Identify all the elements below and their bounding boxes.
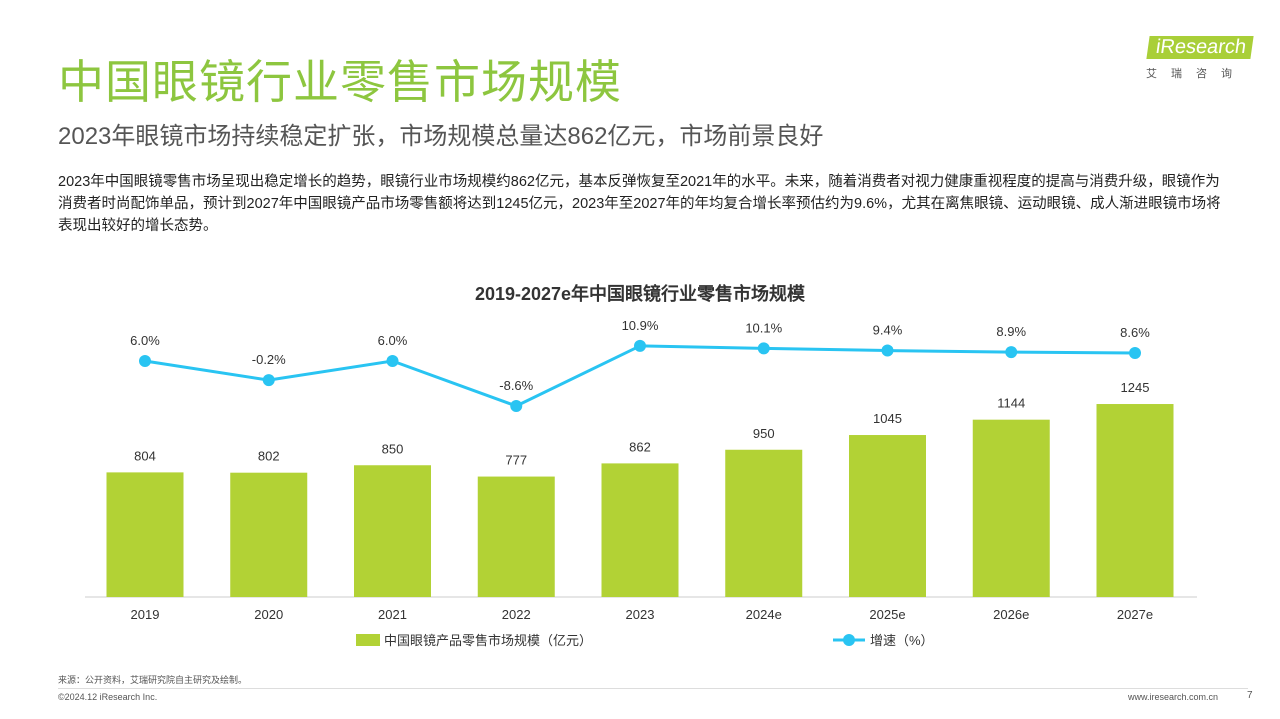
bar xyxy=(106,472,184,597)
chart-title: 2019-2027e年中国眼镜行业零售市场规模 xyxy=(474,284,806,304)
body-text: 2023年中国眼镜零售市场呈现出稳定增长的趋势，眼镜行业市场规模约862亿元，基… xyxy=(58,174,1221,234)
growth-label: 10.9% xyxy=(622,318,659,333)
x-tick-label: 2027e xyxy=(1117,607,1153,622)
growth-point xyxy=(386,355,399,368)
bar xyxy=(354,465,431,597)
bar-label: 950 xyxy=(753,426,775,441)
x-tick-label: 2024e xyxy=(746,607,782,622)
growth-label: 6.0% xyxy=(378,333,408,348)
x-tick-label: 2026e xyxy=(993,607,1029,622)
growth-label: -8.6% xyxy=(499,378,533,393)
website-link[interactable]: www.iresearch.com.cn xyxy=(1128,692,1219,702)
legend-bar-label: 中国眼镜产品零售市场规模（亿元） xyxy=(384,633,592,648)
page-number: 7 xyxy=(1247,690,1253,701)
growth-point xyxy=(139,355,151,368)
bar xyxy=(477,476,555,597)
x-tick-label: 2025e xyxy=(869,607,905,622)
x-tick-label: 2020 xyxy=(254,607,283,622)
x-tick-label: 2023 xyxy=(626,607,655,622)
bar xyxy=(849,435,926,597)
bar-label: 850 xyxy=(382,441,404,456)
legend-line-marker xyxy=(843,634,855,646)
bar xyxy=(1096,404,1174,597)
bar-label: 1144 xyxy=(997,396,1025,411)
growth-label: 8.9% xyxy=(996,324,1026,339)
bar-label: 804 xyxy=(134,448,156,463)
page-title: 中国眼镜行业零售市场规模 xyxy=(58,56,622,108)
legend-line-label: 增速（%） xyxy=(870,633,934,648)
growth-label: 6.0% xyxy=(130,333,160,348)
x-tick-label: 2021 xyxy=(378,607,407,622)
growth-line xyxy=(144,344,1136,408)
bar-label: 802 xyxy=(258,449,280,464)
growth-point xyxy=(1005,346,1018,359)
growth-point xyxy=(881,344,894,357)
bar xyxy=(972,419,1050,597)
growth-label: -0.2% xyxy=(252,352,286,367)
page-subtitle: 2023年眼镜市场持续稳定扩张，市场规模总量达862亿元，市场前景良好 xyxy=(58,123,824,150)
bar xyxy=(601,463,679,597)
bar-label: 1245 xyxy=(1121,380,1150,395)
bar-label: 862 xyxy=(629,439,651,454)
bar xyxy=(230,472,308,597)
logo-subtext: 艾瑞咨询 xyxy=(1146,68,1246,80)
source-note: 来源：公开资料，艾瑞研究院自主研究及绘制。 xyxy=(58,675,248,685)
growth-point xyxy=(634,339,646,352)
legend-bar-swatch xyxy=(356,634,380,646)
growth-point xyxy=(510,399,523,412)
growth-label: 9.4% xyxy=(873,323,903,338)
x-tick-label: 2022 xyxy=(502,607,531,622)
x-tick-label: 2019 xyxy=(131,607,160,622)
iresearch-logo: iResearch 艾瑞咨询 xyxy=(1140,36,1254,81)
growth-point xyxy=(1129,347,1141,360)
growth-label: 8.6% xyxy=(1120,325,1150,340)
copyright: ©2024.12 iResearch Inc. xyxy=(58,692,158,702)
footer-divider xyxy=(58,688,1248,689)
growth-label: 10.1% xyxy=(745,320,782,335)
growth-point xyxy=(757,342,770,355)
bar xyxy=(725,449,803,597)
growth-point xyxy=(262,374,275,387)
bar-label: 777 xyxy=(505,453,527,468)
bar-label: 1045 xyxy=(873,411,902,426)
